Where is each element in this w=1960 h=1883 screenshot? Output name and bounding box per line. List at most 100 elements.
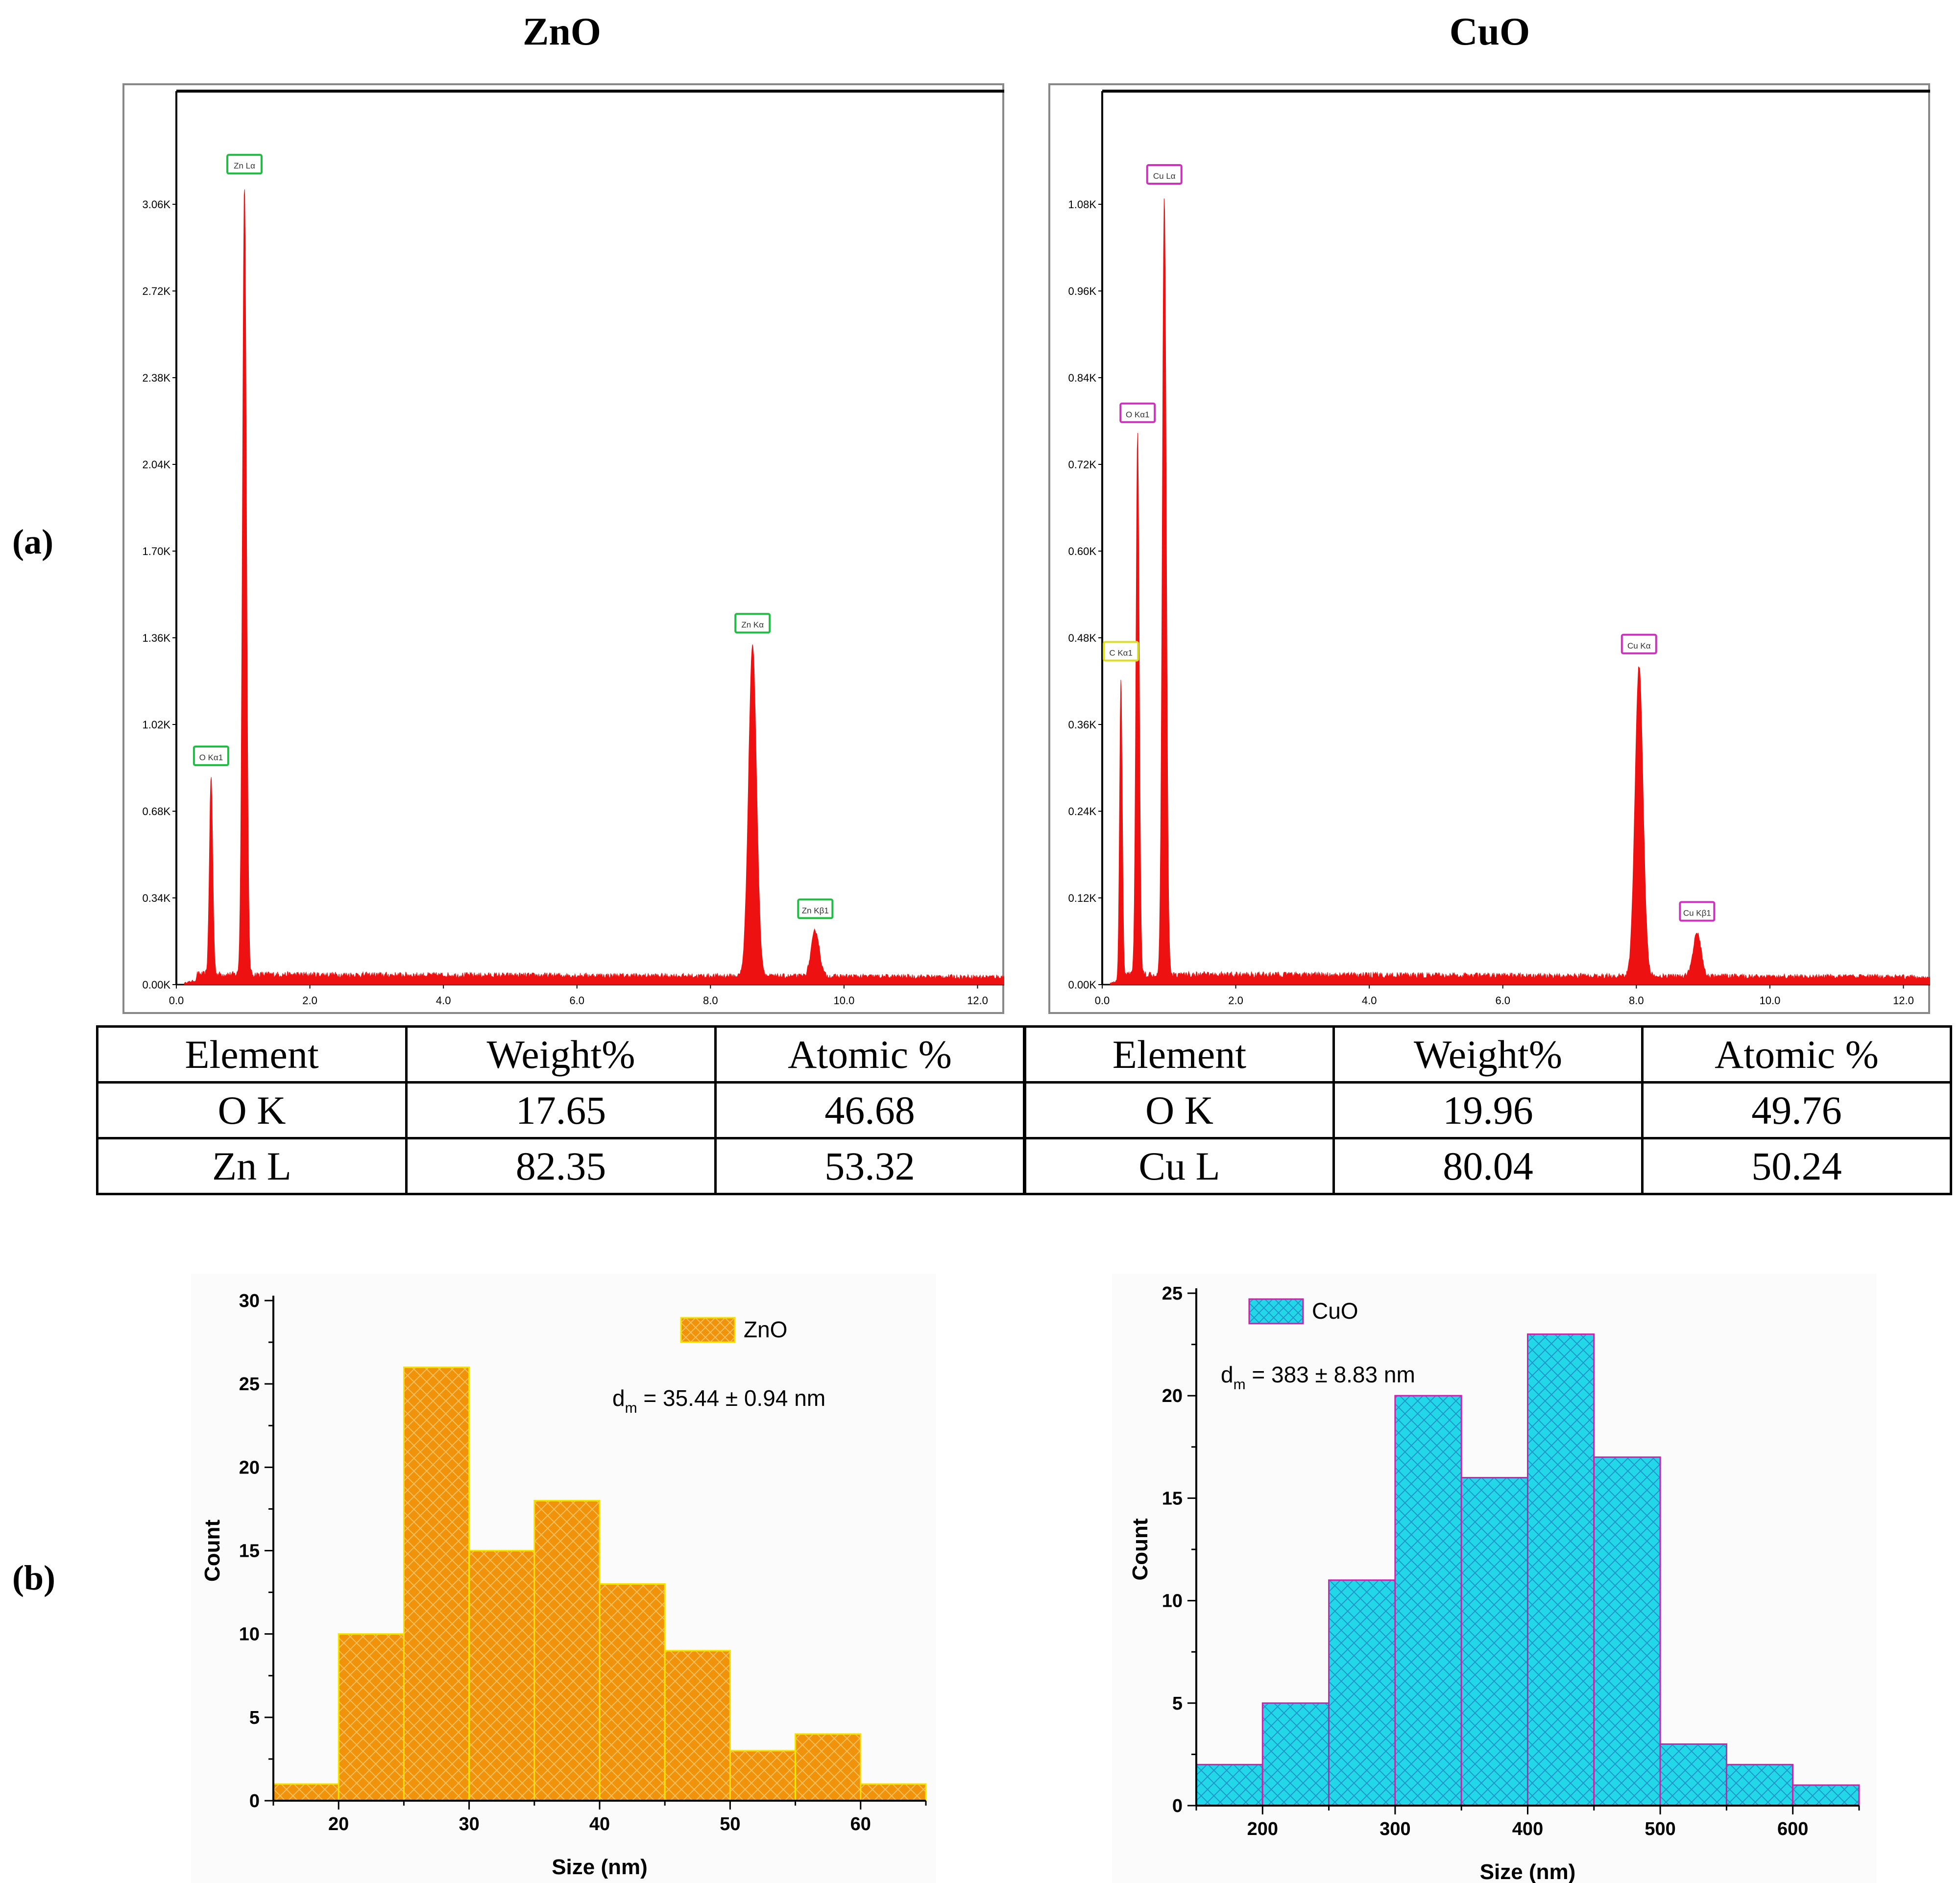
peak-label-text: Cu Kα — [1627, 641, 1651, 651]
histogram-bar — [533, 1499, 601, 1802]
peak-label-text: Zn Lα — [234, 161, 255, 170]
histogram-bar — [272, 1783, 339, 1802]
peak-label-box — [1103, 641, 1139, 662]
x-axis-label: Size (nm) — [552, 1855, 648, 1879]
histogram-bar — [1792, 1784, 1860, 1807]
y-tick-label: 1.70K — [143, 545, 171, 557]
legend-label: ZnO — [744, 1317, 787, 1342]
x-tick-label: 200 — [1247, 1819, 1278, 1839]
x-tick-label: 8.0 — [703, 994, 718, 1007]
table-cell: O K — [1023, 1081, 1335, 1139]
peak-label: Zn Kα — [734, 613, 771, 634]
x-tick-label: 12.0 — [967, 994, 988, 1007]
y-tick-label: 0.36K — [1068, 719, 1097, 731]
table-cell: Cu L — [1023, 1137, 1335, 1195]
table-header: Element — [1023, 1025, 1335, 1084]
x-tick-label: 8.0 — [1629, 994, 1644, 1007]
x-tick-label: 6.0 — [1495, 994, 1510, 1007]
peak-label-text: Zn Kα — [741, 620, 764, 629]
x-tick-label: 4.0 — [436, 994, 451, 1007]
table-header: Element — [96, 1025, 408, 1084]
y-tick-label: 15 — [239, 1541, 260, 1562]
legend-swatch — [680, 1317, 736, 1343]
table-header: Atomic % — [714, 1025, 1026, 1084]
peak-label-text: O Kα1 — [199, 753, 223, 762]
mean-size-annotation: dm = 383 ± 8.83 nm — [1221, 1362, 1415, 1393]
table-cell: 80.04 — [1332, 1137, 1644, 1195]
x-axis-label: Size (nm) — [1480, 1860, 1576, 1883]
legend-swatch — [1248, 1298, 1304, 1325]
x-tick-label: 12.0 — [1893, 994, 1914, 1007]
y-tick-label: 0 — [1172, 1796, 1183, 1816]
y-tick-label: 10 — [1162, 1591, 1183, 1612]
histogram-bar — [1659, 1743, 1727, 1807]
composition-table: Element Weight% Atomic % Element Weight%… — [96, 1025, 1952, 1195]
x-tick-label: 6.0 — [569, 994, 584, 1007]
y-tick-label: 2.38K — [143, 372, 171, 384]
x-tick-label: 500 — [1645, 1819, 1675, 1839]
table-header-row: Element Weight% Atomic % Element Weight%… — [96, 1025, 1952, 1084]
table-cell: 17.65 — [405, 1081, 717, 1139]
y-tick-label: 0.00K — [143, 979, 171, 991]
y-tick-label: 5 — [1172, 1693, 1183, 1714]
eds-spectrum-cuo: 0.00K 0.12K 0.24K 0.36K 0.48K 0.60K 0.72K 0.84K… — [1048, 83, 1930, 1014]
table-row: Zn L 82.35 53.32 Cu L 80.04 50.24 — [96, 1137, 1952, 1195]
peak-label-box — [1119, 402, 1156, 423]
histogram-bar — [468, 1550, 535, 1802]
table-cell: 50.24 — [1641, 1137, 1952, 1195]
x-tick-label: 2.0 — [1228, 994, 1243, 1007]
y-tick-label: 3.06K — [143, 198, 171, 211]
y-tick-label: 0.34K — [143, 892, 171, 904]
histogram-cuo: 0 5 10 15 20 25 200 300 400 500 600 Size (nm) Count C… — [1112, 1274, 1876, 1883]
peak-label: C Kα1 — [1103, 641, 1139, 662]
histogram-bar — [1725, 1763, 1794, 1807]
spectrum-frame — [122, 83, 1004, 1014]
table-cell: 49.76 — [1641, 1081, 1952, 1139]
peak-label-box — [193, 745, 229, 766]
peak-label-box — [1146, 164, 1183, 185]
peak-label-box — [226, 154, 263, 175]
mean-size-annotation: dm = 35.44 ± 0.94 nm — [612, 1385, 825, 1416]
y-tick-label: 25 — [239, 1374, 260, 1395]
histogram-bar — [1328, 1579, 1396, 1807]
x-tick-label: 600 — [1777, 1819, 1808, 1839]
histogram-bar — [1460, 1477, 1529, 1807]
peak-label: Zn Kβ1 — [797, 898, 834, 919]
spectrum-fill — [1110, 198, 1930, 985]
table-cell: O K — [96, 1081, 408, 1139]
y-axis-label: Count — [1128, 1518, 1152, 1580]
eds-spectrum-zno: 0.00K 0.34K 0.68K 1.02K 1.36K 1.70K 2.04K 2.38K… — [122, 83, 1004, 1014]
y-tick-label: 0.68K — [143, 805, 171, 818]
histogram-bar — [860, 1783, 927, 1802]
x-tick-label: 400 — [1512, 1819, 1543, 1839]
x-tick-label: 300 — [1379, 1819, 1410, 1839]
y-tick-label: 20 — [1162, 1386, 1183, 1406]
y-tick-label: 0.24K — [1068, 805, 1097, 818]
y-tick-label: 1.08K — [1068, 198, 1097, 211]
table-cell: 82.35 — [405, 1137, 717, 1195]
peak-label-text: C Kα1 — [1109, 649, 1133, 658]
x-tick-label: 10.0 — [1759, 994, 1780, 1007]
y-tick-label: 5 — [249, 1708, 260, 1728]
y-tick-label: 0.12K — [1068, 892, 1097, 904]
table-cell: 19.96 — [1332, 1081, 1644, 1139]
table-cell: 53.32 — [714, 1137, 1026, 1195]
histogram-bar — [795, 1733, 862, 1802]
table-header: Weight% — [1332, 1025, 1644, 1084]
y-tick-label: 0 — [249, 1791, 260, 1811]
peak-label-text: Zn Kβ1 — [802, 906, 829, 915]
x-tick-label: 50 — [720, 1814, 740, 1835]
histogram-zno: 0 5 10 15 20 25 30 20 30 40 50 60 Size (nm) Count ZnO d… — [191, 1274, 936, 1883]
histogram-bar — [1527, 1333, 1595, 1807]
y-tick-label: 0.48K — [1068, 632, 1097, 644]
y-tick-label: 0.60K — [1068, 545, 1097, 557]
legend-label: CuO — [1312, 1298, 1358, 1324]
peak-label: Cu Kβ1 — [1679, 901, 1716, 922]
peak-label-text: O Kα1 — [1126, 410, 1150, 419]
y-tick-label: 0.84K — [1068, 372, 1097, 384]
x-tick-label: 2.0 — [302, 994, 317, 1007]
x-tick-label: 0.0 — [1095, 994, 1110, 1007]
y-tick-label: 1.36K — [143, 632, 171, 644]
histogram-bar — [599, 1583, 666, 1802]
table-header: Atomic % — [1641, 1025, 1952, 1084]
